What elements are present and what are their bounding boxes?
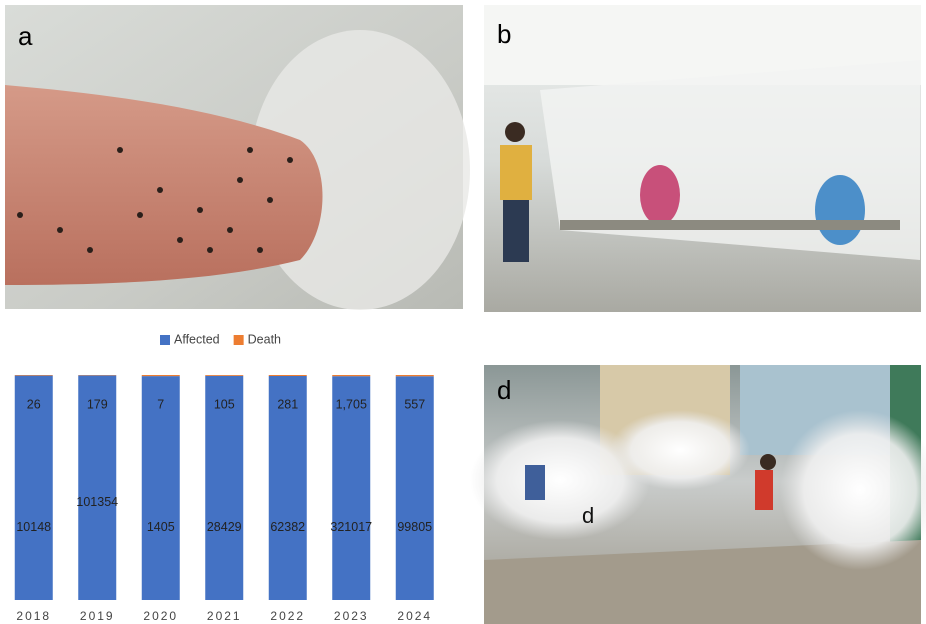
data-label: 557 <box>404 397 425 411</box>
bar-segment <box>332 375 370 376</box>
x-tick-label: 2023 <box>334 609 369 623</box>
x-tick-label: 2021 <box>207 609 242 623</box>
data-label: 99805 <box>397 520 432 534</box>
x-tick-label: 2018 <box>16 609 51 623</box>
photo-a: a <box>5 5 470 310</box>
legend-label: Affected <box>174 332 220 346</box>
data-label: 28429 <box>207 520 242 534</box>
photo-d: d d <box>470 365 926 624</box>
bar-segment <box>269 375 307 376</box>
inset-text: d <box>582 503 594 528</box>
x-tick-label: 2019 <box>80 609 115 623</box>
data-label: 281 <box>277 397 298 411</box>
data-label: 7 <box>157 397 164 411</box>
x-tick-label: 2020 <box>143 609 178 623</box>
legend-swatch <box>234 335 244 345</box>
figure: a b d d Affected Death 10148 26 2018 101354 17… <box>0 0 926 624</box>
bar-segment <box>205 375 243 376</box>
data-label: 321017 <box>330 520 372 534</box>
x-tick-label: 2024 <box>397 609 432 623</box>
legend-label: Death <box>248 332 281 346</box>
legend-swatch <box>160 335 170 345</box>
bar-segment <box>15 375 53 376</box>
bar-segment <box>396 375 434 376</box>
data-label: 62382 <box>270 520 305 534</box>
panel-label: a <box>18 21 33 51</box>
data-label: 1405 <box>147 520 175 534</box>
bar-segment <box>142 375 180 376</box>
chart: Affected Death 10148 26 2018 101354 179 2019 140… <box>15 332 434 623</box>
panel-label: d <box>497 375 511 405</box>
data-label: 26 <box>27 397 41 411</box>
data-label: 105 <box>214 397 235 411</box>
data-label: 10148 <box>16 520 51 534</box>
panel-label: b <box>497 19 511 49</box>
data-label: 1,705 <box>336 397 367 411</box>
data-label: 179 <box>87 397 108 411</box>
photo-b: b <box>484 5 921 312</box>
x-tick-label: 2022 <box>270 609 305 623</box>
data-label: 101354 <box>76 495 118 509</box>
